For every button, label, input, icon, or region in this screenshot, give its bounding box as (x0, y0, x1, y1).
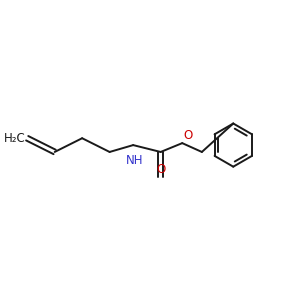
Text: NH: NH (125, 154, 143, 167)
Text: O: O (183, 129, 193, 142)
Text: H₂C: H₂C (4, 132, 25, 145)
Text: O: O (156, 163, 165, 176)
